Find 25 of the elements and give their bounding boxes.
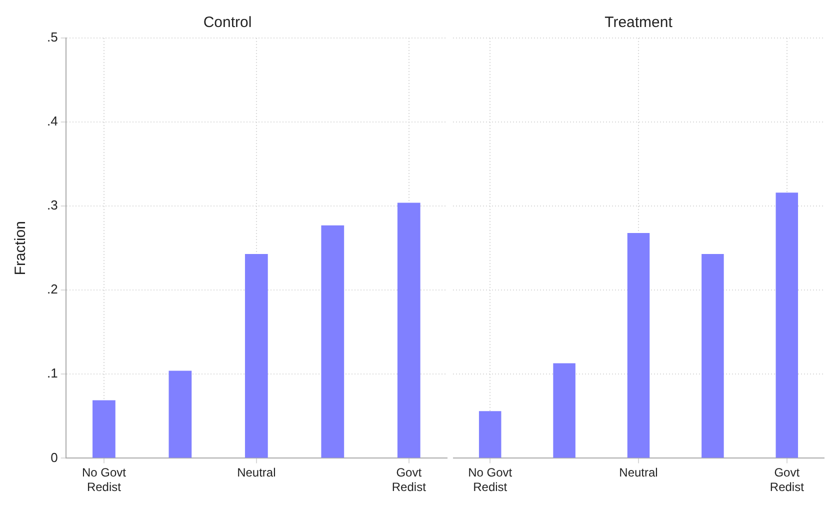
x-tick-label: No Govt Redist <box>82 466 127 494</box>
chart-title: Treatment <box>604 14 674 32</box>
bar <box>168 370 192 458</box>
y-tick-label: .2 <box>47 282 58 297</box>
y-tick-label: .4 <box>47 114 58 129</box>
x-tick-label: Neutral <box>237 466 276 480</box>
bar <box>92 400 116 458</box>
x-tick-label: Neutral <box>619 466 658 480</box>
bar <box>321 225 344 458</box>
y-tick-label: .3 <box>47 198 58 213</box>
bar <box>627 232 650 458</box>
x-tick-label: No Govt Redist <box>468 466 513 494</box>
bar <box>397 202 420 458</box>
bar <box>776 192 798 458</box>
bar <box>702 254 724 458</box>
y-tick-label: 0 <box>50 450 58 465</box>
y-tick-label: .1 <box>47 366 58 381</box>
bar <box>553 363 576 458</box>
bar <box>478 411 502 458</box>
y-axis-title: Fraction <box>12 221 30 276</box>
y-tick-label: .5 <box>47 30 58 45</box>
bar <box>244 254 268 458</box>
x-tick-label: Govt Redist <box>770 466 805 494</box>
chart-title: Control <box>203 14 252 32</box>
x-tick-label: Govt Redist <box>392 466 427 494</box>
